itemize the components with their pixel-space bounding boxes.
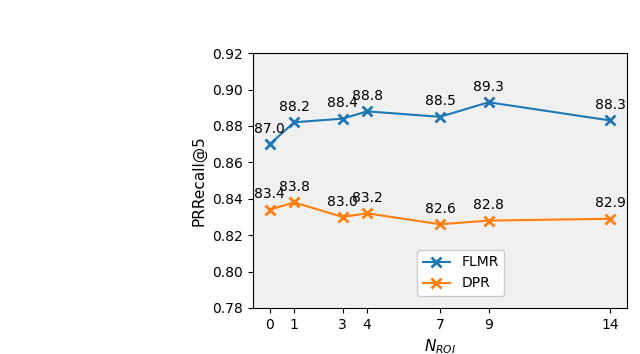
Text: 83.2: 83.2	[352, 191, 383, 205]
FLMR	[266, 142, 274, 146]
Text: 82.9: 82.9	[595, 196, 626, 210]
Text: 88.5: 88.5	[424, 95, 456, 108]
Text: 88.3: 88.3	[595, 98, 626, 112]
DPR	[484, 218, 492, 223]
FLMR	[364, 109, 371, 114]
X-axis label: $N_{ROI}$: $N_{ROI}$	[424, 337, 456, 354]
FLMR	[339, 116, 347, 121]
Text: 83.8: 83.8	[278, 180, 310, 194]
Line: FLMR: FLMR	[265, 97, 615, 149]
Line: DPR: DPR	[265, 198, 615, 229]
FLMR	[484, 100, 492, 104]
Text: 89.3: 89.3	[473, 80, 504, 94]
FLMR	[436, 115, 444, 119]
Text: 82.8: 82.8	[473, 198, 504, 212]
Text: 87.0: 87.0	[255, 122, 285, 136]
Text: 83.4: 83.4	[255, 187, 285, 201]
Text: 88.8: 88.8	[351, 89, 383, 103]
DPR	[291, 200, 298, 205]
FLMR	[606, 118, 614, 122]
Text: 88.2: 88.2	[278, 100, 310, 114]
DPR	[606, 217, 614, 221]
Y-axis label: PRRecall@5: PRRecall@5	[191, 135, 207, 226]
Legend: FLMR, DPR: FLMR, DPR	[417, 250, 504, 296]
DPR	[266, 207, 274, 212]
Text: 82.6: 82.6	[424, 202, 456, 216]
DPR	[436, 222, 444, 226]
Text: 88.4: 88.4	[327, 96, 358, 110]
Text: 83.0: 83.0	[328, 195, 358, 209]
FLMR	[291, 120, 298, 124]
DPR	[339, 215, 347, 219]
DPR	[364, 211, 371, 216]
